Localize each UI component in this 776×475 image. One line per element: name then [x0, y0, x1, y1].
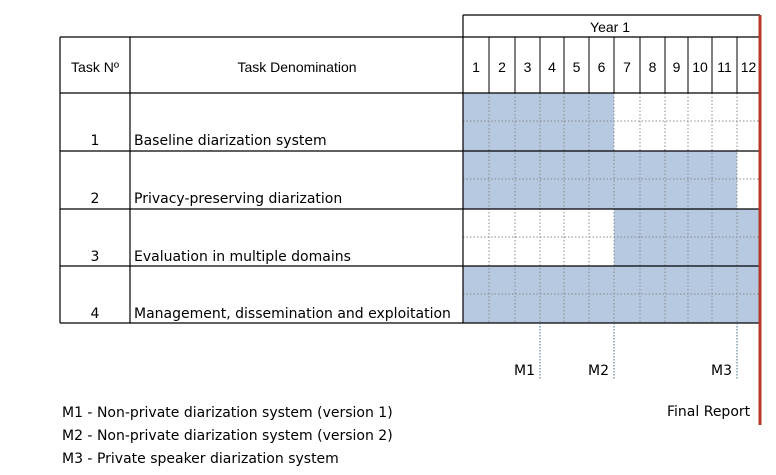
milestone-m2-label: M2 — [588, 363, 609, 379]
task-4-name: Management, dissemination and exploitati… — [134, 306, 451, 322]
month-header-1: 1 — [472, 59, 480, 75]
task-2-number: 2 — [91, 191, 100, 207]
task-2-month-6-bar — [589, 151, 614, 209]
task-3-number: 3 — [91, 249, 100, 265]
milestone-m3-label: M3 — [711, 363, 732, 379]
grid-layer — [59, 14, 760, 324]
month-header-12: 12 — [741, 59, 757, 75]
task-2-month-4-bar — [540, 151, 564, 209]
task-2-month-5-bar — [564, 151, 589, 209]
task-2-month-8-bar — [640, 151, 665, 209]
task-1-month-2-bar — [489, 93, 515, 151]
task-1-month-4-bar — [540, 93, 564, 151]
legend-item-m3: M3 - Private speaker diarization system — [62, 451, 339, 467]
month-header-4: 4 — [548, 59, 556, 75]
task-2-month-11-bar — [712, 151, 737, 209]
task-3-name: Evaluation in multiple domains — [134, 249, 351, 265]
task-2-month-3-bar — [515, 151, 540, 209]
task-number-header: Task Nº — [71, 59, 119, 75]
bars-layer — [463, 93, 760, 323]
task-2-month-1-bar — [463, 151, 489, 209]
task-2-name: Privacy-preserving diarization — [134, 191, 342, 207]
task-1-name: Baseline diarization system — [134, 133, 327, 149]
task-4-number: 4 — [91, 306, 100, 322]
milestone-m1-label: M1 — [514, 363, 535, 379]
final-report-label: Final Report — [667, 404, 751, 420]
task-1-month-5-bar — [564, 93, 589, 151]
month-header-2: 2 — [498, 59, 506, 75]
month-header-10: 10 — [692, 59, 708, 75]
month-header-8: 8 — [649, 59, 657, 75]
task-2-month-7-bar — [614, 151, 640, 209]
month-header-5: 5 — [573, 59, 581, 75]
month-header-7: 7 — [623, 59, 631, 75]
month-header-11: 11 — [717, 59, 732, 75]
legend-item-m1: M1 - Non-private diarization system (ver… — [62, 405, 393, 421]
month-header-3: 3 — [524, 59, 532, 75]
year-label: Year 1 — [590, 19, 630, 35]
task-1-month-6-bar — [589, 93, 614, 151]
task-1-month-3-bar — [515, 93, 540, 151]
month-header-9: 9 — [673, 59, 681, 75]
milestone-layer: M1 M2 M3 — [514, 323, 738, 380]
task-2-month-2-bar — [489, 151, 515, 209]
task-3-month-12-bar — [737, 209, 760, 266]
month-header-6: 6 — [598, 59, 606, 75]
task-2-month-10-bar — [688, 151, 712, 209]
task-4-month-12-bar — [737, 266, 760, 323]
task-1-month-1-bar — [463, 93, 489, 151]
task-1-number: 1 — [91, 133, 100, 149]
task-name-header: Task Denomination — [237, 59, 356, 75]
task-2-month-9-bar — [665, 151, 688, 209]
legend-item-m2: M2 - Non-private diarization system (ver… — [62, 428, 393, 444]
